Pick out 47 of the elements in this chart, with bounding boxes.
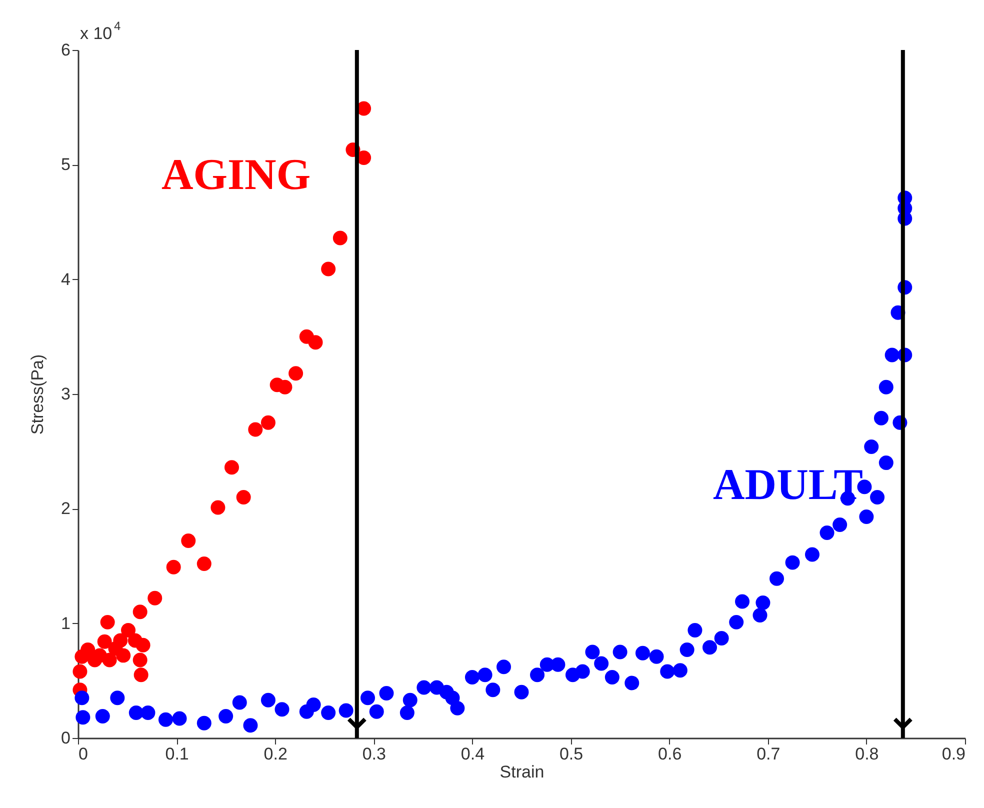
point xyxy=(166,560,181,574)
point xyxy=(321,262,336,276)
point xyxy=(148,590,162,606)
point xyxy=(100,614,115,630)
point xyxy=(278,380,292,394)
x-tick-label: 0.6 xyxy=(658,744,682,764)
point xyxy=(97,634,112,649)
x-tick-label: 0.8 xyxy=(855,744,879,764)
y-tick-label: 2 xyxy=(61,499,70,518)
point xyxy=(80,642,96,657)
point xyxy=(132,652,148,668)
x-tick-label: 0.4 xyxy=(460,744,485,764)
x-tick-label: 0.1 xyxy=(165,744,189,764)
y-axis-title: Stress(Pa) xyxy=(28,354,48,435)
point xyxy=(134,668,148,682)
point xyxy=(288,366,304,381)
point xyxy=(196,556,212,571)
y-tick-label: 5 xyxy=(61,155,70,174)
point xyxy=(224,460,239,475)
x-tick-label: 0.7 xyxy=(756,744,780,764)
point xyxy=(136,638,150,652)
series-label: ADULT xyxy=(713,460,863,509)
y-tick-label: 1 xyxy=(61,614,70,633)
point xyxy=(121,622,136,638)
series-label: AGING xyxy=(161,150,311,199)
y-tick-label: 6 xyxy=(61,40,70,60)
point xyxy=(102,652,117,668)
point xyxy=(236,490,251,504)
point xyxy=(308,335,323,350)
point xyxy=(210,500,226,515)
y-tick-label: 3 xyxy=(61,384,70,404)
x-tick-label: 0.2 xyxy=(264,744,288,764)
point xyxy=(72,664,88,679)
point xyxy=(116,648,131,663)
point xyxy=(181,534,196,548)
point xyxy=(132,604,148,620)
x-tick-label: 0.9 xyxy=(942,744,966,764)
x-tick-label: 0.3 xyxy=(362,744,386,764)
y-tick-label: 0 xyxy=(61,728,70,748)
x-tick-label: 0.5 xyxy=(559,744,584,764)
point xyxy=(260,415,276,430)
x-axis-title: Strain xyxy=(500,762,544,782)
y-tick-label: 4 xyxy=(61,270,70,289)
point xyxy=(332,230,348,246)
x-tick-label: 0 xyxy=(78,744,88,764)
point xyxy=(248,422,263,437)
point xyxy=(113,633,128,648)
